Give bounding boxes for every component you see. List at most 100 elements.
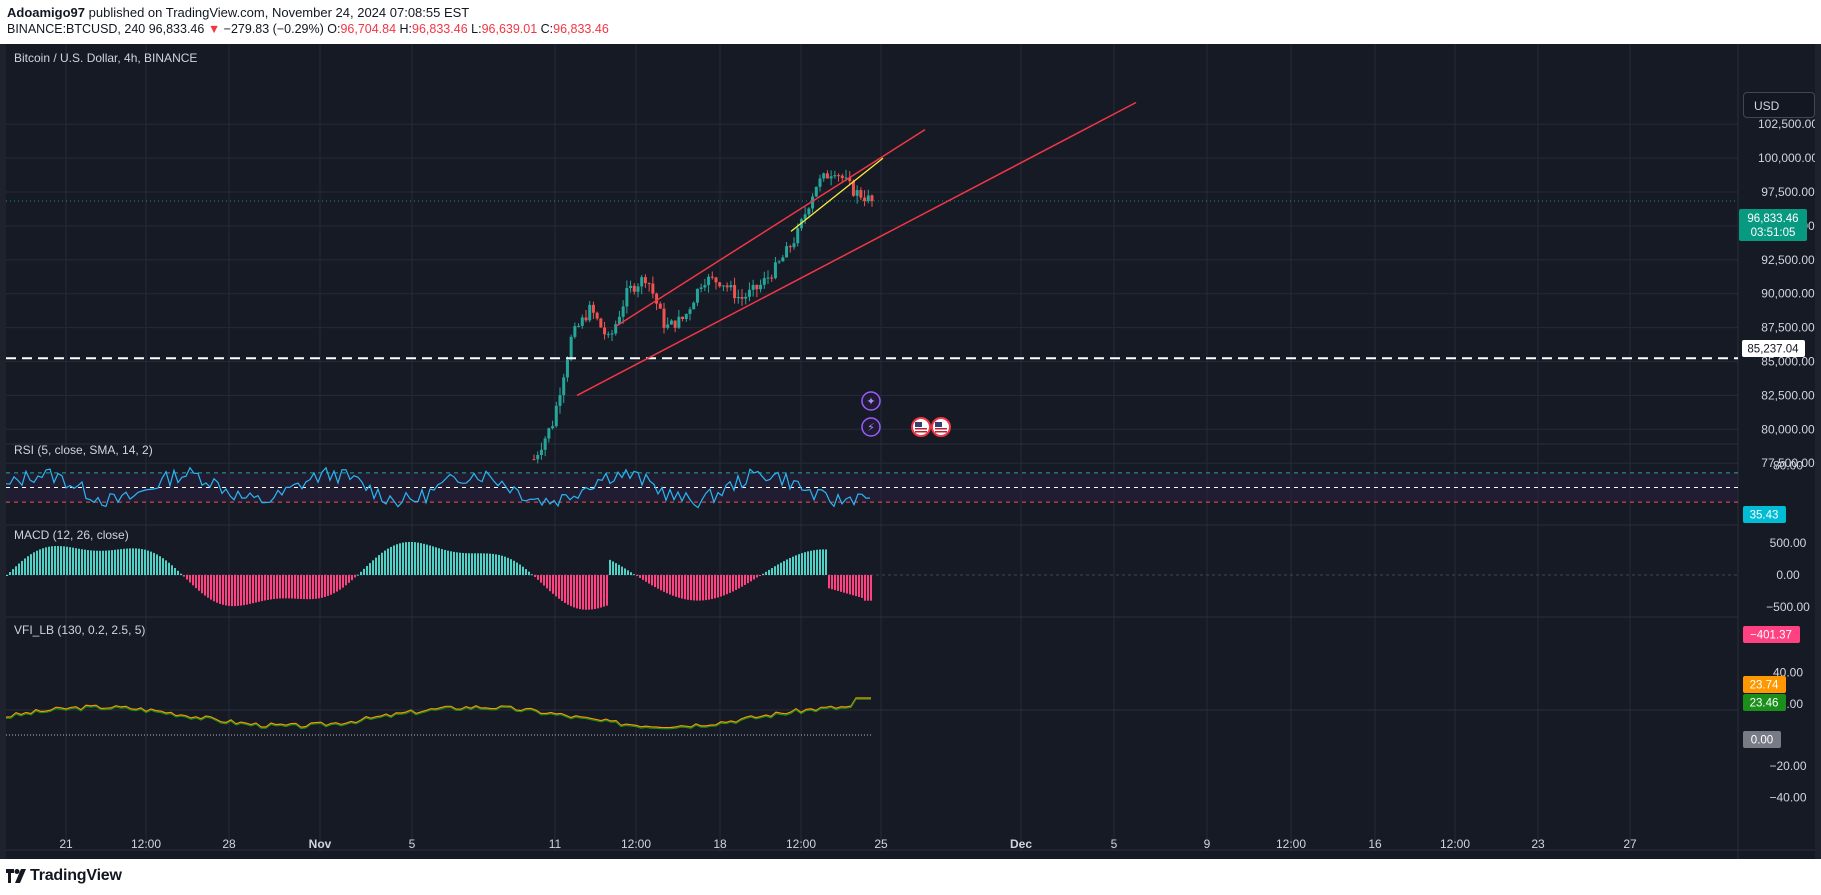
macd-bar (420, 543, 422, 575)
us-flag-event-icon[interactable] (911, 417, 931, 437)
macd-bar (195, 575, 197, 589)
chart-title: Bitcoin / U.S. Dollar, 4h, BINANCE (14, 51, 197, 65)
macd-bar (99, 550, 101, 575)
currency-button[interactable]: USD (1743, 92, 1815, 118)
macd-bar (210, 575, 212, 600)
macd-bar (723, 575, 725, 596)
macd-bar (90, 550, 92, 575)
price-badge-value: 96,833.46 (1747, 213, 1798, 225)
macd-bar (684, 575, 686, 600)
candle-body (714, 277, 718, 283)
candle-body (532, 459, 536, 461)
candle-body (681, 316, 685, 320)
chart-area[interactable]: 21 12:00 28 Nov 5 11 12:00 18 12:00 25 Dec 5 9 12:00 1… (6, 44, 1815, 859)
macd-bar (687, 575, 689, 600)
author-name[interactable]: Adoamigo97 (7, 5, 86, 20)
vfi-value-2: 23.46 (1750, 698, 1779, 710)
candle-body (684, 313, 688, 320)
macd-bar (459, 552, 461, 575)
macd-bar (231, 575, 233, 607)
macd-bar (855, 575, 857, 597)
macd-bar (666, 575, 668, 594)
macd-bar (24, 558, 26, 575)
macd-bar (318, 575, 320, 599)
tradingview-logo[interactable]: TradingView (6, 867, 122, 885)
macd-bar (822, 549, 824, 575)
ohlc-line: BINANCE:BTCUSD, 240 96,833.46 ▼ −279.83 … (7, 22, 609, 36)
macd-bar (561, 575, 563, 601)
macd-bar (660, 575, 662, 591)
macd-bar (798, 554, 800, 575)
macd-bar (726, 575, 728, 595)
candle-body (599, 318, 603, 328)
hline-badge[interactable]: 85,237.04 (1742, 340, 1805, 357)
macd-bar (600, 575, 602, 608)
rsi-title: RSI (5, close, SMA, 14, 2) (14, 443, 153, 457)
macd-bar (48, 546, 50, 575)
macd-bar (768, 569, 770, 575)
macd-bar (765, 571, 767, 575)
macd-bar (429, 545, 431, 575)
grid (6, 44, 1738, 850)
macd-bar (468, 553, 470, 575)
macd-bar (672, 575, 674, 596)
macd-bar (579, 575, 581, 610)
macd-bar (771, 568, 773, 575)
drawings[interactable] (6, 101, 1738, 397)
macd-bar (531, 574, 533, 576)
macd-bar (198, 575, 200, 591)
macd-bar (501, 555, 503, 575)
chart-svg[interactable]: 21 12:00 28 Nov 5 11 12:00 18 12:00 25 Dec 5 9 12:00 1… (6, 44, 1815, 859)
candle-body (777, 261, 781, 263)
candle-body (803, 214, 807, 220)
candle-body (569, 336, 573, 360)
macd-bar (324, 575, 326, 597)
macd-bar (549, 575, 551, 592)
macd-bar (411, 541, 413, 575)
macd-bar (87, 550, 89, 575)
macd-bar (471, 553, 473, 575)
macd-bar (246, 575, 248, 605)
macd-bar (372, 560, 374, 575)
macd-bar (597, 575, 599, 609)
idea-marker-icon[interactable]: ✦ (861, 391, 881, 411)
macd-bar (336, 575, 338, 592)
macd-bar (741, 575, 743, 587)
macd-bar (795, 555, 797, 575)
candle-body (688, 309, 692, 314)
macd-bar (843, 575, 845, 593)
macd-bar (576, 575, 578, 609)
macd-bar (309, 575, 311, 600)
macd-bar (345, 575, 347, 586)
macd-bar (252, 575, 254, 604)
logo-text: TradingView (30, 867, 122, 884)
macd-bar (255, 575, 257, 603)
macd-bar (21, 560, 23, 575)
macd-bar (285, 575, 287, 599)
macd-bar (747, 575, 749, 584)
candle-body (848, 177, 852, 182)
macd-bar (351, 575, 353, 581)
macd-bar (540, 575, 542, 583)
macd-bar (369, 563, 371, 575)
macd-bar (222, 575, 224, 605)
hline-badge-value: 85,237.04 (1747, 344, 1799, 356)
macd-bar (453, 551, 455, 575)
macd-bar (774, 566, 776, 575)
candle-body (547, 428, 551, 439)
candle-body (655, 293, 659, 304)
vfi-value-1: 23.74 (1750, 680, 1779, 692)
macd-bar (432, 546, 434, 575)
us-flag-event-icon[interactable] (931, 417, 951, 437)
lightning-marker-icon[interactable]: ⚡ (861, 417, 881, 437)
macd-bar (423, 543, 425, 575)
candle-body (751, 284, 755, 290)
candle-body (647, 283, 651, 285)
macd-bar (594, 575, 596, 609)
candle-body (870, 195, 874, 202)
x-tick-label: 28 (222, 837, 236, 851)
macd-bar (402, 542, 404, 575)
publish-line: Adoamigo97 published on TradingView.com,… (7, 5, 469, 20)
macd-bar (852, 575, 854, 596)
macd-bar (315, 575, 317, 599)
